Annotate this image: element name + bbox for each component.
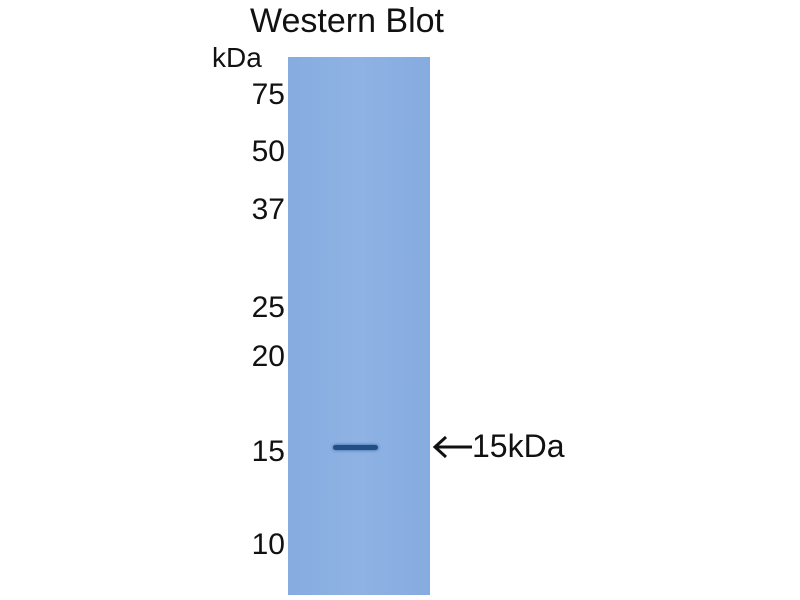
arrow-left-icon	[432, 435, 472, 459]
blot-title: Western Blot	[250, 2, 445, 40]
band-annotation: 15kDa	[472, 428, 565, 464]
marker-25: 25	[251, 291, 285, 324]
protein-band	[333, 445, 378, 450]
unit-label: kDa	[212, 42, 262, 73]
marker-37: 37	[251, 193, 285, 226]
marker-75: 75	[251, 78, 285, 111]
marker-15: 15	[251, 435, 285, 468]
marker-20: 20	[251, 340, 285, 373]
blot-lane	[288, 57, 430, 595]
marker-10: 10	[251, 528, 285, 561]
marker-50: 50	[251, 135, 285, 168]
